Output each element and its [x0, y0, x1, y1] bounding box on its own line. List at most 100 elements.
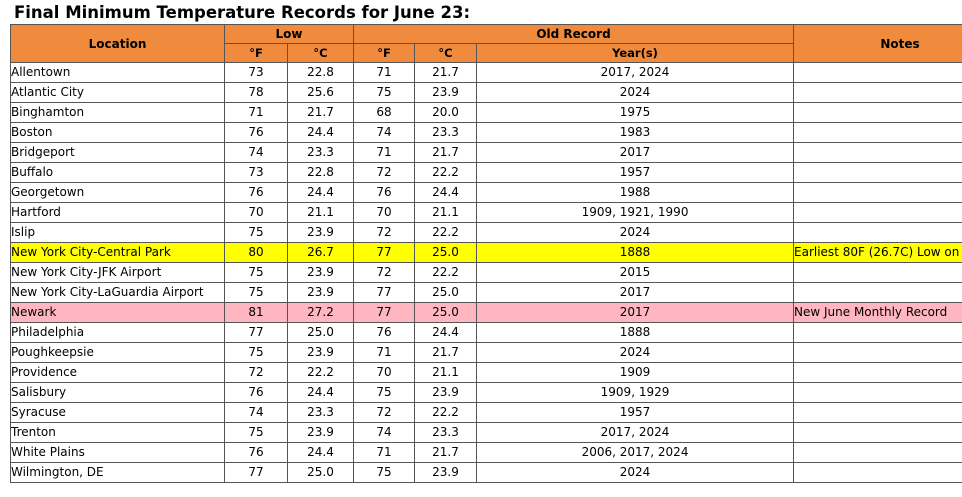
cell-old-c: 25.0 [414, 302, 478, 323]
page-title: Final Minimum Temperature Records for Ju… [14, 3, 471, 22]
cell-location: New York City-LaGuardia Airport [10, 282, 225, 303]
cell-location: Providence [10, 362, 225, 383]
cell-old-c: 23.9 [414, 82, 478, 103]
cell-low-f: 75 [224, 262, 288, 283]
cell-low-c: 23.3 [286, 402, 355, 423]
cell-low-f: 76 [224, 442, 288, 463]
cell-low-c: 22.8 [286, 162, 355, 183]
cell-notes [793, 362, 962, 383]
cell-years: 2015 [476, 262, 795, 283]
cell-years: 2017 [476, 282, 795, 303]
table-row: New York City-JFK Airport 75 23.9 72 22.2 201… [10, 262, 962, 283]
cell-low-f: 75 [224, 282, 288, 303]
header-low-f: °F [224, 43, 288, 63]
cell-location: Binghamton [10, 102, 225, 123]
cell-years: 2024 [476, 222, 795, 243]
cell-location: New York City-Central Park [10, 242, 225, 263]
cell-low-c: 24.4 [286, 382, 355, 403]
cell-years: 2024 [476, 462, 795, 483]
cell-low-f: 74 [224, 402, 288, 423]
cell-location: Hartford [10, 202, 225, 223]
cell-old-f: 74 [353, 122, 416, 143]
cell-low-f: 77 [224, 322, 288, 343]
cell-years: 1983 [476, 122, 795, 143]
cell-low-f: 76 [224, 382, 288, 403]
cell-old-c: 25.0 [414, 242, 478, 263]
cell-low-c: 25.0 [286, 462, 355, 483]
cell-old-f: 71 [353, 142, 416, 163]
cell-years: 1888 [476, 322, 795, 343]
cell-notes [793, 342, 962, 363]
table-row: Atlantic City 78 25.6 75 23.9 2024 [10, 82, 962, 103]
cell-low-c: 24.4 [286, 442, 355, 463]
table-row: New York City-Central Park 80 26.7 77 25.0 18… [10, 242, 962, 263]
cell-old-f: 77 [353, 282, 416, 303]
cell-low-f: 74 [224, 142, 288, 163]
cell-low-c: 23.9 [286, 422, 355, 443]
cell-old-f: 77 [353, 302, 416, 323]
cell-notes [793, 102, 962, 123]
cell-old-c: 21.1 [414, 362, 478, 383]
cell-notes [793, 462, 962, 483]
cell-location: Atlantic City [10, 82, 225, 103]
cell-location: Bridgeport [10, 142, 225, 163]
table-body: Allentown 73 22.8 71 21.7 2017, 2024 Atlantic … [10, 62, 962, 483]
cell-notes [793, 142, 962, 163]
cell-low-c: 26.7 [286, 242, 355, 263]
cell-old-c: 21.7 [414, 62, 478, 83]
cell-old-c: 21.7 [414, 342, 478, 363]
cell-old-f: 72 [353, 222, 416, 243]
cell-location: New York City-JFK Airport [10, 262, 225, 283]
cell-low-c: 21.7 [286, 102, 355, 123]
cell-notes [793, 82, 962, 103]
cell-location: Salisbury [10, 382, 225, 403]
cell-low-c: 24.4 [286, 122, 355, 143]
cell-location: Allentown [10, 62, 225, 83]
cell-notes [793, 402, 962, 423]
cell-low-f: 81 [224, 302, 288, 323]
table-row: Georgetown 76 24.4 76 24.4 1988 [10, 182, 962, 203]
cell-notes [793, 182, 962, 203]
cell-low-f: 70 [224, 202, 288, 223]
cell-old-c: 21.7 [414, 142, 478, 163]
cell-location: Georgetown [10, 182, 225, 203]
cell-low-c: 22.2 [286, 362, 355, 383]
cell-location: Newark [10, 302, 225, 323]
table-row: Allentown 73 22.8 71 21.7 2017, 2024 [10, 62, 962, 83]
cell-years: 2017 [476, 142, 795, 163]
cell-old-f: 74 [353, 422, 416, 443]
cell-old-f: 71 [353, 442, 416, 463]
table-row: Syracuse 74 23.3 72 22.2 1957 [10, 402, 962, 423]
cell-old-f: 76 [353, 182, 416, 203]
cell-old-f: 70 [353, 202, 416, 223]
cell-low-f: 80 [224, 242, 288, 263]
cell-old-c: 24.4 [414, 322, 478, 343]
table-row: Poughkeepsie 75 23.9 71 21.7 2024 [10, 342, 962, 363]
cell-years: 2017, 2024 [476, 62, 795, 83]
cell-old-c: 20.0 [414, 102, 478, 123]
header-low-c: °C [286, 43, 355, 63]
cell-low-c: 22.8 [286, 62, 355, 83]
cell-location: Wilmington, DE [10, 462, 225, 483]
cell-old-c: 25.0 [414, 282, 478, 303]
cell-notes [793, 262, 962, 283]
table-row: Boston 76 24.4 74 23.3 1983 [10, 122, 962, 143]
cell-low-c: 23.9 [286, 262, 355, 283]
header-old-f: °F [353, 43, 416, 63]
cell-years: 1888 [476, 242, 795, 263]
cell-old-f: 72 [353, 402, 416, 423]
cell-old-f: 68 [353, 102, 416, 123]
cell-old-c: 24.4 [414, 182, 478, 203]
cell-notes [793, 422, 962, 443]
cell-low-f: 76 [224, 122, 288, 143]
cell-old-c: 23.3 [414, 422, 478, 443]
cell-years: 1975 [476, 102, 795, 123]
cell-low-c: 25.6 [286, 82, 355, 103]
cell-notes [793, 222, 962, 243]
cell-low-c: 23.9 [286, 282, 355, 303]
cell-years: 2017 [476, 302, 795, 323]
table-row: Binghamton 71 21.7 68 20.0 1975 [10, 102, 962, 123]
cell-old-c: 21.7 [414, 442, 478, 463]
table-row: Trenton 75 23.9 74 23.3 2017, 2024 [10, 422, 962, 443]
cell-location: Philadelphia [10, 322, 225, 343]
